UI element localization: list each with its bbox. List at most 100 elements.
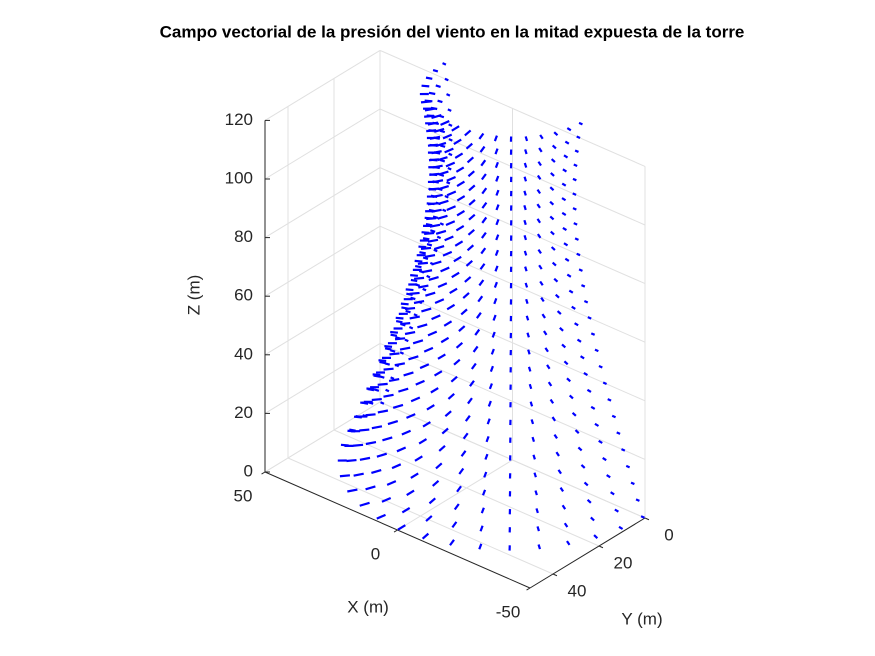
- vector-arrow: [523, 190, 527, 196]
- vector-arrow: [455, 166, 465, 173]
- vector-arrow: [553, 131, 559, 136]
- vector-arrow: [566, 377, 571, 383]
- vector-arrow: [550, 230, 555, 236]
- vector-arrow: [535, 508, 539, 514]
- vector-arrow: [524, 266, 528, 272]
- vector-arrow: [429, 172, 440, 176]
- vector-arrow: [495, 189, 500, 196]
- vector-arrow: [524, 282, 529, 288]
- vector-arrow: [495, 175, 500, 182]
- y-tick-label: 40: [568, 581, 587, 600]
- vector-arrow: [559, 326, 564, 332]
- vector-arrow: [536, 218, 542, 224]
- vector-arrow: [390, 333, 398, 337]
- vector-arrow: [618, 525, 624, 530]
- vector-arrow: [494, 161, 499, 169]
- vector-arrow: [421, 307, 432, 313]
- vector-arrow: [602, 381, 608, 385]
- vector-arrow: [449, 539, 455, 546]
- vector-arrow: [530, 419, 535, 425]
- vector-arrow: [611, 414, 617, 419]
- vector-arrow: [460, 450, 467, 457]
- vector-arrow: [448, 123, 453, 127]
- vector-arrow: [400, 322, 411, 326]
- vector-arrow: [635, 498, 640, 502]
- vector-arrow: [359, 428, 370, 432]
- vector-arrow: [399, 351, 404, 355]
- vector-arrow: [544, 347, 549, 353]
- vector-arrow: [607, 398, 612, 402]
- vector-arrow: [467, 228, 475, 236]
- vector-arrow: [536, 233, 542, 239]
- vector-arrow: [383, 367, 394, 371]
- vector-arrow: [428, 497, 436, 505]
- vector-arrow: [464, 415, 471, 422]
- vector-arrow: [479, 525, 484, 532]
- vector-arrow: [563, 360, 569, 366]
- vector-arrow: [551, 261, 557, 267]
- grid-line: [264, 401, 381, 473]
- vector-arrow: [625, 464, 631, 469]
- vector-arrow: [563, 242, 569, 247]
- vector-arrow: [426, 404, 435, 411]
- vector-arrow: [574, 429, 580, 434]
- vector-arrow: [418, 438, 428, 445]
- vector-arrow: [428, 187, 440, 191]
- vector-arrow: [586, 499, 592, 504]
- vector-arrow: [480, 231, 487, 239]
- vector-arrow: [478, 132, 485, 140]
- vector-arrow: [424, 107, 436, 112]
- vector-arrow: [383, 393, 394, 398]
- vector-arrow: [523, 235, 528, 241]
- vector-arrow: [378, 359, 387, 363]
- vector-arrow: [429, 135, 441, 140]
- vector-arrow: [572, 207, 577, 211]
- vector-arrow: [481, 187, 488, 195]
- vector-arrow: [481, 201, 488, 209]
- vector-arrow: [384, 345, 393, 348]
- vector-arrow: [528, 383, 533, 390]
- vector-arrow: [400, 302, 409, 306]
- vector-arrow: [352, 443, 364, 447]
- x-tick-label: -50: [496, 602, 521, 621]
- x-tick: [261, 471, 266, 475]
- x-tick-label: 50: [234, 486, 253, 505]
- vector-arrow: [481, 216, 488, 224]
- vector-arrow: [536, 188, 542, 195]
- grid-line: [379, 342, 646, 460]
- vector-arrow: [480, 173, 487, 181]
- vector-arrow: [481, 489, 487, 496]
- vector-arrow: [495, 219, 500, 226]
- vector-arrow: [359, 456, 371, 461]
- vector-arrow: [526, 332, 530, 338]
- z-axis-label: Z (m): [184, 275, 203, 316]
- vector-arrow: [398, 387, 409, 393]
- vector-arrow: [391, 463, 402, 470]
- vector-arrow: [413, 299, 425, 305]
- vector-arrow: [555, 451, 560, 457]
- z-tick-label: 100: [225, 168, 253, 187]
- vector-arrow: [630, 481, 635, 486]
- vector-arrow: [392, 403, 404, 409]
- vector-arrow: [495, 204, 500, 211]
- z-tick-label: 120: [225, 110, 253, 129]
- vector-arrow: [536, 203, 541, 209]
- vector-arrow: [425, 76, 433, 80]
- vector-arrow: [420, 100, 432, 104]
- vector-arrow: [550, 172, 555, 177]
- vector-arrow: [561, 504, 567, 510]
- vector-arrow: [474, 328, 481, 336]
- vector-arrow: [525, 298, 529, 305]
- vector-arrow: [421, 269, 433, 274]
- vector-arrow: [431, 150, 442, 155]
- grid-line: [264, 49, 381, 121]
- vector-arrow: [590, 405, 596, 410]
- vector-arrow: [549, 200, 555, 206]
- vector-arrow: [384, 362, 391, 366]
- vector-arrow: [579, 355, 585, 360]
- vector-arrow: [432, 193, 443, 198]
- vector-arrow: [598, 439, 603, 444]
- grid-line: [264, 284, 381, 356]
- vector-arrow: [433, 370, 443, 377]
